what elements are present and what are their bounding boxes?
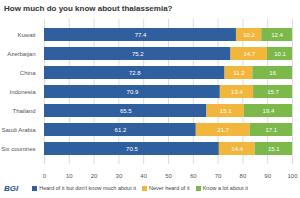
svg-text:40: 40 [140,173,147,179]
svg-text:Thailand: Thailand [12,108,35,114]
svg-text:Azerbaijan: Azerbaijan [7,51,35,57]
svg-text:70: 70 [215,173,222,179]
svg-text:13.4: 13.4 [231,89,243,95]
html-text:Heard of it but don't know muc: Heard of it but don't know much about it [39,185,136,191]
svg-text:60: 60 [190,173,197,179]
svg-text:72.8: 72.8 [129,70,141,76]
svg-text:100: 100 [287,173,298,179]
svg-text:11.2: 11.2 [233,70,245,76]
svg-text:75.2: 75.2 [132,51,144,57]
svg-text:Six countries: Six countries [1,146,35,152]
svg-text:10.2: 10.2 [243,32,255,38]
svg-text:Indonesia: Indonesia [9,89,36,95]
svg-text:17.1: 17.1 [265,127,277,133]
svg-text:Saudi Arabia: Saudi Arabia [1,127,36,133]
svg-text:12.4: 12.4 [271,32,283,38]
svg-text:70.9: 70.9 [127,89,139,95]
html-text:Know a lot about it: Know a lot about it [202,185,248,191]
svg-text:80: 80 [240,173,247,179]
svg-text:30: 30 [116,173,123,179]
svg-text:10: 10 [66,173,73,179]
svg-text:15.1: 15.1 [268,146,280,152]
svg-text:China: China [20,70,36,76]
html-text:BGI: BGI [4,183,19,193]
svg-text:15.1: 15.1 [220,108,232,114]
svg-text:10.1: 10.1 [274,51,286,57]
svg-text:21.7: 21.7 [217,127,229,133]
svg-text:Kuwait: Kuwait [17,32,35,38]
svg-text:50: 50 [165,173,172,179]
svg-text:65.5: 65.5 [120,108,132,114]
svg-text:77.4: 77.4 [135,32,147,38]
html-text:Never heard of it: Never heard of it [149,185,190,191]
svg-text:14.7: 14.7 [243,51,255,57]
svg-text:0: 0 [43,173,47,179]
svg-text:70.5: 70.5 [126,146,138,152]
svg-text:90: 90 [264,173,271,179]
svg-text:19.4: 19.4 [263,108,275,114]
svg-text:20: 20 [91,173,98,179]
svg-text:16: 16 [269,70,276,76]
svg-text:14.4: 14.4 [231,146,243,152]
html-text:How much do you know about tha: How much do you know about thalassemia? [4,4,173,13]
svg-text:15.7: 15.7 [267,89,279,95]
svg-text:61.2: 61.2 [115,127,127,133]
